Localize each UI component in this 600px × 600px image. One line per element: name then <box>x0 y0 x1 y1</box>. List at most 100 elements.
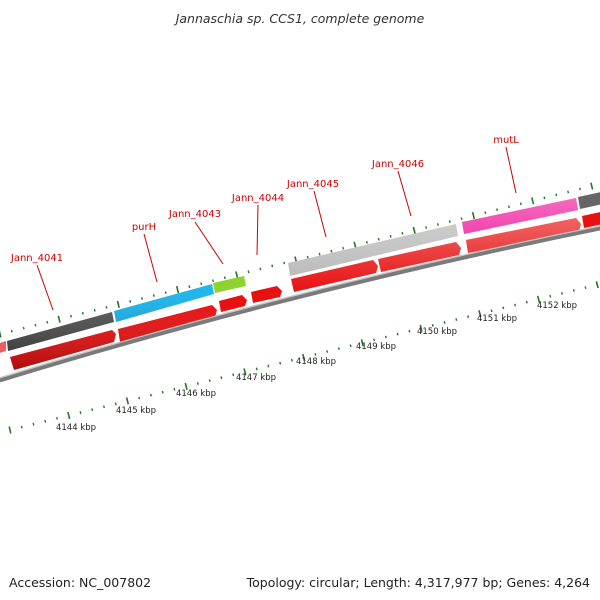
gene-bar-left-edge[interactable] <box>0 341 6 362</box>
minor-tick <box>514 303 517 307</box>
gene-label-jann-4043[interactable]: Jann_4043 <box>168 209 221 220</box>
major-tick <box>531 197 535 205</box>
minor-tick <box>93 308 96 312</box>
minor-tick <box>32 422 35 426</box>
minor-tick <box>567 190 570 194</box>
minor-tick <box>149 393 152 397</box>
minor-tick <box>255 367 258 371</box>
minor-tick <box>173 387 176 391</box>
major-tick <box>595 281 599 289</box>
major-tick <box>478 310 482 318</box>
minor-tick <box>34 323 37 327</box>
gene-label-purh[interactable]: purH <box>132 222 156 233</box>
minor-tick <box>290 358 293 362</box>
leader-jann-4043 <box>194 221 224 265</box>
gene-track-colored <box>0 190 600 362</box>
major-tick <box>67 411 71 420</box>
gene-label-jann-4045[interactable]: Jann_4045 <box>286 179 339 190</box>
minor-tick <box>56 417 58 420</box>
minor-tick <box>401 232 404 235</box>
scale-label: 4145 kbp <box>116 406 156 416</box>
minor-tick <box>164 291 167 294</box>
minor-tick <box>200 282 203 286</box>
minor-tick <box>283 261 286 265</box>
minor-tick <box>373 338 376 342</box>
minor-tick <box>232 373 235 377</box>
minor-tick <box>584 286 587 289</box>
gene-track-shading <box>7 198 578 351</box>
major-tick <box>184 382 188 390</box>
genome-summary-text: Topology: circular; Length: 4,317,977 bp… <box>246 575 590 590</box>
minor-tick <box>365 240 368 244</box>
map-title: Jannaschia sp. CCS1, complete genome <box>173 11 425 26</box>
minor-tick <box>196 382 199 385</box>
minor-tick <box>455 318 458 321</box>
scale-label: 4147 kbp <box>236 373 276 383</box>
gene-bar-right-edge[interactable] <box>578 190 600 209</box>
scale-label: 4146 kbp <box>176 389 216 399</box>
cds-arrow[interactable] <box>251 286 282 303</box>
minor-tick <box>330 249 333 253</box>
minor-tick <box>79 411 82 414</box>
minor-tick <box>425 226 428 229</box>
major-tick <box>0 330 2 338</box>
scale-label: 4144 kbp <box>56 423 96 433</box>
cds-arrow[interactable] <box>219 295 247 312</box>
major-tick <box>590 182 594 190</box>
minor-tick <box>91 408 94 412</box>
minor-tick <box>220 376 223 380</box>
major-tick <box>412 226 416 234</box>
gene-label-jann-4044[interactable]: Jann_4044 <box>231 193 284 204</box>
minor-tick <box>247 270 250 274</box>
accession-text: Accession: NC_007802 <box>9 575 151 590</box>
cds-track <box>10 210 600 370</box>
minor-tick <box>188 285 191 289</box>
gene-label-jann-4041[interactable]: Jann_4041 <box>10 253 63 264</box>
label-leaders <box>36 146 517 311</box>
gene-label-jann-4046[interactable]: Jann_4046 <box>371 159 424 170</box>
major-tick <box>360 339 364 347</box>
minor-tick <box>460 217 463 220</box>
major-tick <box>125 397 130 405</box>
lower-tick-row <box>8 281 599 434</box>
minor-tick <box>81 311 84 315</box>
minor-tick <box>389 234 392 238</box>
minor-tick <box>306 255 309 259</box>
minor-tick <box>114 402 117 406</box>
leader-jann-4041 <box>36 264 54 311</box>
minor-tick <box>507 205 510 209</box>
minor-tick <box>443 321 446 324</box>
minor-tick <box>342 246 345 250</box>
minor-tick <box>105 306 108 309</box>
minor-tick <box>408 329 411 333</box>
minor-tick <box>138 396 141 400</box>
major-tick <box>471 212 476 220</box>
minor-tick <box>208 379 211 382</box>
minor-tick <box>152 294 155 297</box>
scale-label: 4151 kbp <box>477 314 517 324</box>
minor-tick <box>384 335 387 339</box>
minor-tick <box>484 211 487 215</box>
track-group: Jann_4041 purH Jann_4043 Jann_4044 Jann_… <box>0 135 600 434</box>
major-tick <box>116 300 120 308</box>
minor-tick <box>129 300 132 303</box>
minor-tick <box>318 252 321 256</box>
minor-tick <box>525 300 528 304</box>
minor-tick <box>349 344 352 348</box>
minor-tick <box>223 276 226 280</box>
genome-backbone-highlight <box>0 225 600 379</box>
major-tick <box>536 295 541 303</box>
major-tick <box>57 315 61 323</box>
cds-arrow[interactable] <box>582 210 600 228</box>
minor-tick <box>46 320 49 324</box>
minor-tick <box>161 390 164 394</box>
minor-tick <box>337 347 340 350</box>
gene-label-mutl[interactable]: mutL <box>493 135 519 146</box>
minor-tick <box>572 289 575 292</box>
major-tick <box>243 368 247 376</box>
major-tick <box>8 426 12 434</box>
minor-tick <box>267 364 270 368</box>
minor-tick <box>519 202 522 206</box>
scale-label: 4149 kbp <box>356 342 396 352</box>
